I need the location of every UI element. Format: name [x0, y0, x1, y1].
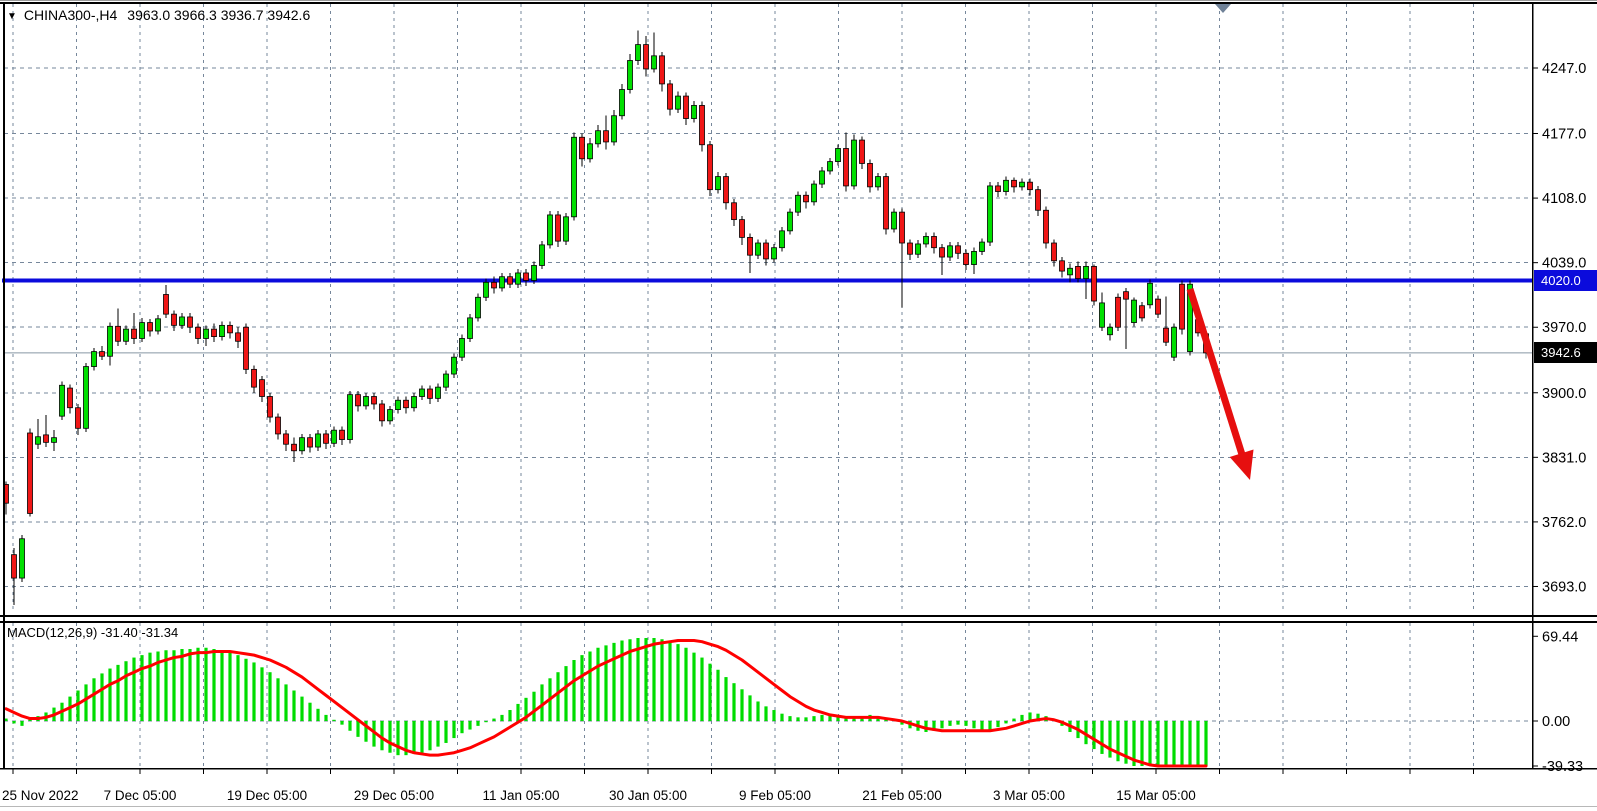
- macd-scale-label: 0.00: [1542, 714, 1570, 730]
- chart-ohlc-values: 3963.0 3966.3 3936.7 3942.6: [127, 7, 311, 23]
- price-scale-label: 4108.0: [1542, 191, 1586, 207]
- time-scale-label: 19 Dec 05:00: [227, 788, 307, 803]
- price-scale-label: 3831.0: [1542, 450, 1586, 466]
- price-scale-label: 3900.0: [1542, 386, 1586, 402]
- macd-signal-line: [4, 638, 1208, 768]
- chart-symbol-period: CHINA300-,H4: [23, 7, 118, 23]
- time-scale-label: 11 Jan 05:00: [482, 788, 559, 803]
- symbol-dropdown-icon[interactable]: ▼: [7, 11, 17, 22]
- macd-scale-label: 69.44: [1542, 629, 1578, 645]
- down-arrow-annotation[interactable]: [1186, 287, 1254, 480]
- chart-title: ▼ CHINA300-,H4 3963.0 3966.3 3936.7 3942.6: [7, 7, 310, 23]
- time-scale-label: 30 Jan 05:00: [609, 788, 687, 803]
- price-scale-label: 4177.0: [1542, 127, 1586, 143]
- price-scale-label: 3762.0: [1542, 515, 1586, 531]
- time-scale-label: 7 Dec 05:00: [104, 788, 177, 803]
- price-scale-label: 3693.0: [1542, 579, 1586, 595]
- time-scale[interactable]: 25 Nov 2022 7 Dec 05:00 19 Dec 05:00 29 Dec…: [2, 788, 1196, 803]
- hline-price-badge: 4020.0: [1534, 269, 1597, 291]
- candles-layer: [3, 30, 1209, 606]
- macd-layer: [4, 638, 1208, 768]
- time-scale-label: 15 Mar 05:00: [1116, 788, 1196, 803]
- time-scale-label: 29 Dec 05:00: [354, 788, 434, 803]
- macd-scale-label: -39.33: [1542, 759, 1583, 775]
- price-scale-label: 3970.0: [1542, 320, 1586, 336]
- time-scale-label: 25 Nov 2022: [2, 788, 79, 803]
- time-scale-label: 9 Feb 05:00: [739, 788, 811, 803]
- last-price-badge: 3942.6: [1534, 342, 1597, 364]
- macd-indicator-label: MACD(12,26,9) -31.40 -31.34: [7, 625, 179, 640]
- time-scale-label: 21 Feb 05:00: [862, 788, 942, 803]
- chart-shift-marker-icon[interactable]: [1215, 4, 1231, 13]
- price-scale-label: 4039.0: [1542, 256, 1586, 272]
- time-scale-label: 3 Mar 05:00: [993, 788, 1065, 803]
- grid-lines: [4, 4, 1532, 774]
- price-scale-label: 4247.0: [1542, 61, 1586, 77]
- price-scale[interactable]: 4247.0 4177.0 4108.0 4039.0 3970.0 3900.0 3831…: [1532, 61, 1586, 775]
